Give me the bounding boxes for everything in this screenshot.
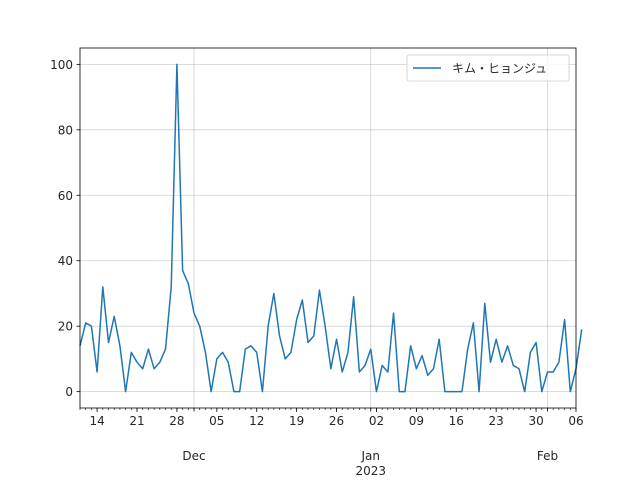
x-tick-label: 30 xyxy=(528,414,543,428)
y-tick-label: 60 xyxy=(58,189,73,203)
x-month-label: Jan xyxy=(361,449,381,463)
x-tick-label: 16 xyxy=(449,414,464,428)
x-tick-label: 02 xyxy=(369,414,384,428)
x-tick-label: 19 xyxy=(289,414,304,428)
y-tick-label: 0 xyxy=(65,385,73,399)
x-year-label: 2023 xyxy=(355,464,386,478)
y-tick-label: 80 xyxy=(58,123,73,137)
y-tick-label: 20 xyxy=(58,320,73,334)
y-tick-label: 100 xyxy=(50,58,73,72)
plot-frame xyxy=(79,47,577,409)
legend: キム・ヒョンジュ xyxy=(406,54,570,82)
series-line xyxy=(79,63,583,393)
y-tick-label: 40 xyxy=(58,254,73,268)
x-tick-label: 09 xyxy=(409,414,424,428)
y-axis: 0 20 40 60 80 100 xyxy=(50,58,80,399)
legend-label: キム・ヒョンジュ xyxy=(452,62,547,76)
x-month-label: Feb xyxy=(537,449,558,463)
x-month-label: Dec xyxy=(182,449,205,463)
grid xyxy=(80,48,576,408)
x-tick-label: 26 xyxy=(329,414,344,428)
legend-box xyxy=(406,54,570,82)
x-tick-label: 14 xyxy=(89,414,104,428)
x-tick-label: 06 xyxy=(568,414,583,428)
x-tick-label: 28 xyxy=(169,414,184,428)
x-tick-label: 23 xyxy=(489,414,504,428)
x-tick-label: 21 xyxy=(129,414,144,428)
plot-background xyxy=(80,48,576,408)
series-layer xyxy=(79,63,583,393)
x-tick-label: 12 xyxy=(249,414,264,428)
x-tick-label: 05 xyxy=(209,414,224,428)
